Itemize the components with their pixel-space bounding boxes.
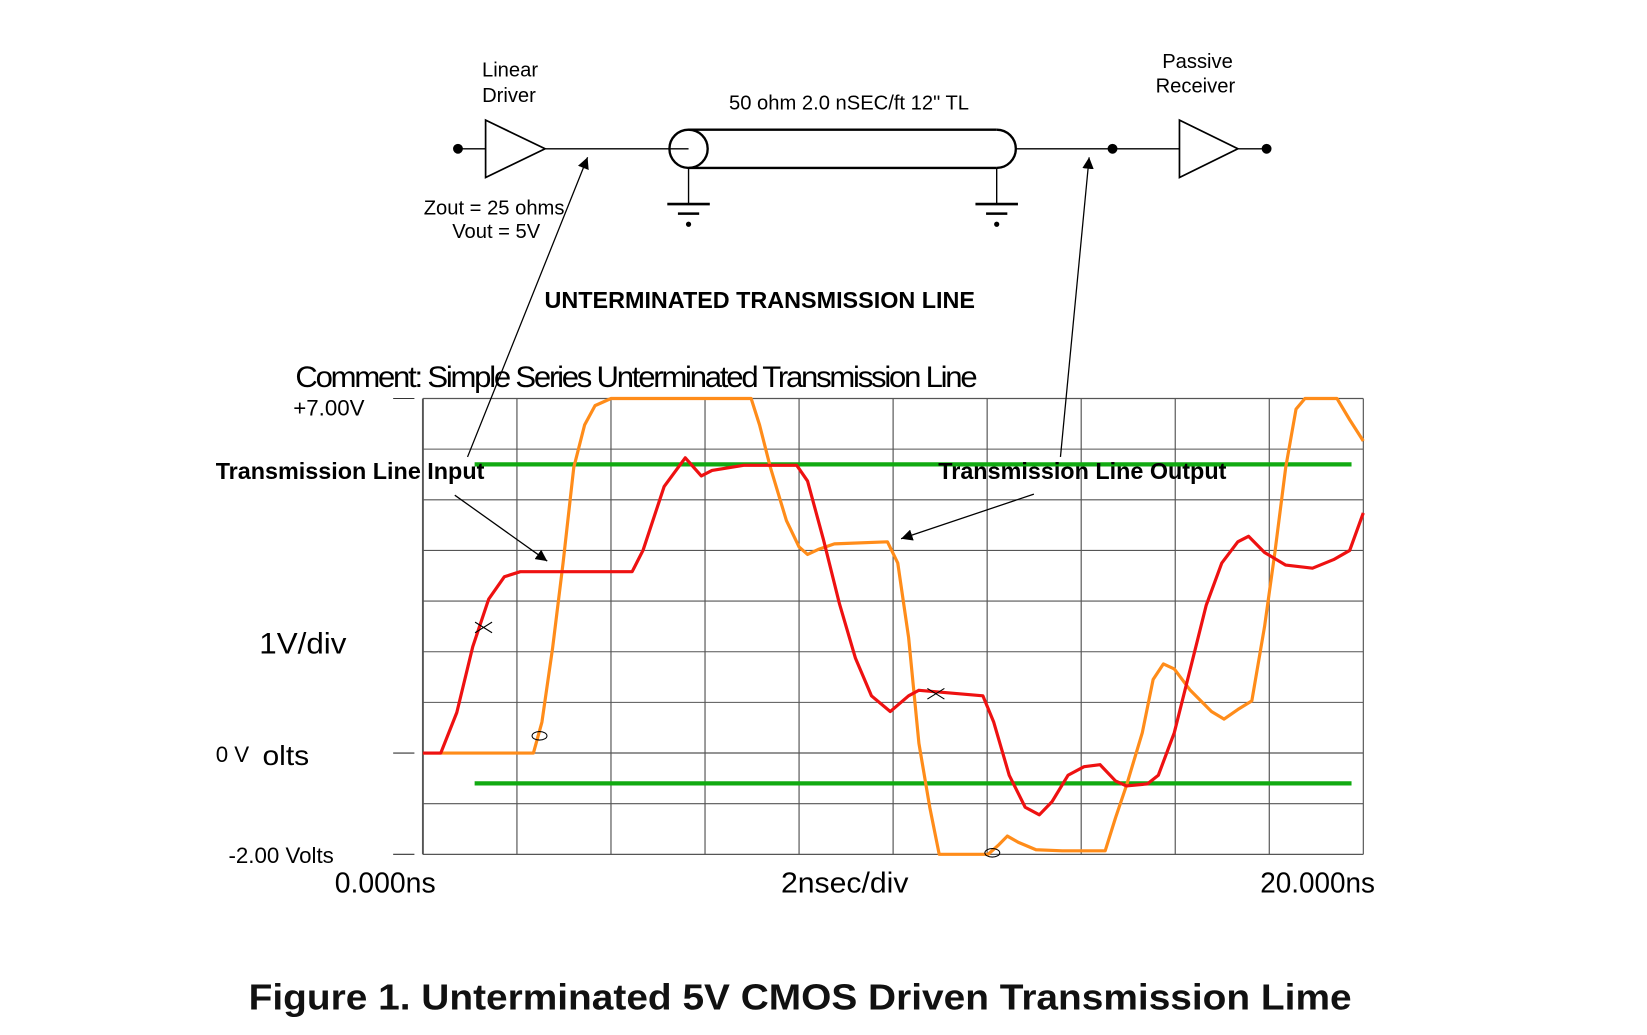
y-scale-label: 1V/div bbox=[259, 628, 346, 661]
output-waveform-line bbox=[422, 396, 1365, 856]
transmission-line-symbol bbox=[668, 128, 1017, 170]
y-units-label: olts bbox=[262, 740, 309, 771]
cursor-markers bbox=[474, 621, 1001, 858]
annotation-arrows bbox=[454, 157, 1094, 562]
input-annotation: Transmission Line Input bbox=[216, 458, 485, 484]
output-annotation: Transmission Line Output bbox=[938, 458, 1226, 484]
y-bottom-label: -2.00 Volts bbox=[228, 843, 333, 868]
plot-grid bbox=[393, 397, 1364, 855]
arrow-to-input-waveform bbox=[454, 494, 548, 562]
x-start-label: 0.000ns bbox=[335, 868, 436, 900]
input-waveform-line bbox=[422, 456, 1365, 817]
passive-receiver-symbol bbox=[1178, 118, 1240, 179]
threshold-lines bbox=[474, 462, 1352, 786]
driver-zout-label: Zout = 25 ohms bbox=[424, 198, 565, 220]
receiver-label: Receiver bbox=[1156, 75, 1236, 97]
output-node bbox=[1261, 143, 1272, 154]
arrow-to-output-waveform bbox=[900, 493, 1035, 541]
waveforms bbox=[422, 396, 1365, 856]
linear-driver-symbol bbox=[484, 118, 548, 179]
arrow-to-receiver-input bbox=[1059, 157, 1094, 457]
driver-vout-label: Vout = 5V bbox=[452, 221, 541, 243]
driver-label: Linear bbox=[482, 60, 538, 82]
figure-caption: Figure 1. Unterminated 5V CMOS Driven Tr… bbox=[249, 976, 1352, 1017]
cursor-o-marker bbox=[531, 731, 548, 741]
receiver-input-node bbox=[1107, 143, 1118, 154]
arrow-to-driver-output bbox=[466, 157, 589, 458]
ground-icon bbox=[667, 167, 710, 227]
cursor-x-marker bbox=[927, 688, 945, 700]
x-end-label: 20.000ns bbox=[1260, 868, 1375, 900]
driver-label: Driver bbox=[482, 85, 536, 107]
cursor-o-marker bbox=[984, 848, 1001, 858]
y-top-label: +7.00V bbox=[293, 395, 364, 420]
cursor-x-marker bbox=[474, 621, 493, 634]
x-scale-label: 2nsec/div bbox=[781, 868, 909, 900]
y-zero-label: 0 V bbox=[216, 742, 250, 767]
chart-title: Comment: Simple Series Unterminated Tran… bbox=[295, 361, 977, 394]
ground-icon bbox=[975, 167, 1018, 227]
receiver-label: Passive bbox=[1162, 51, 1233, 73]
schematic bbox=[453, 118, 1272, 227]
transmission-line-label: 50 ohm 2.0 nSEC/ft 12" TL bbox=[729, 92, 969, 114]
schematic-heading: UNTERMINATED TRANSMISSION LINE bbox=[545, 287, 975, 313]
